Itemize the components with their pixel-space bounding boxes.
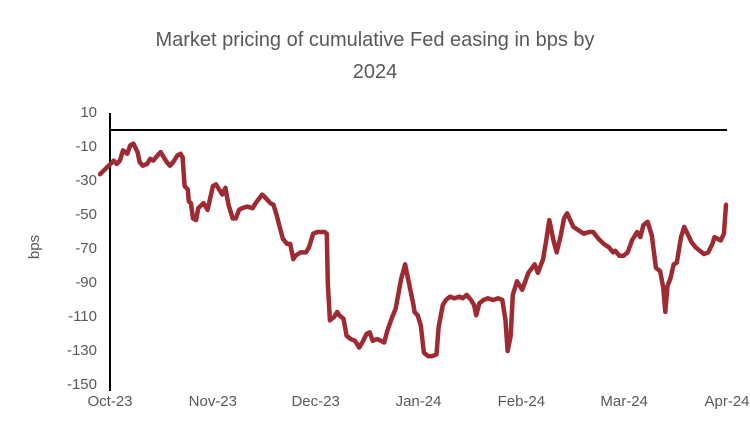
- y-tick-label: -10: [75, 138, 97, 155]
- y-tick-label: -130: [66, 342, 97, 359]
- chart-title-line1: Market pricing of cumulative Fed easing …: [155, 29, 595, 51]
- y-tick-label: -30: [75, 172, 97, 189]
- plot-area: [97, 113, 729, 391]
- x-tick-label: Mar-24: [600, 393, 648, 410]
- y-tick-label: -150: [66, 376, 97, 393]
- x-tick-label: Dec-23: [291, 393, 340, 410]
- x-tick-label: Nov-23: [188, 393, 237, 410]
- y-tick-label: 10: [80, 104, 97, 121]
- x-tick-label: Jan-24: [395, 393, 442, 410]
- x-tick-label: Apr-24: [704, 393, 750, 410]
- y-tick-label: -110: [68, 308, 97, 325]
- y-tick-label: -90: [75, 274, 97, 291]
- chart-title-line2: 2024: [352, 61, 398, 83]
- easing-series-line: [97, 141, 729, 359]
- y-tick-label: -50: [75, 206, 97, 223]
- y-tick-label: -70: [75, 240, 97, 257]
- chart-title: Market pricing of cumulative Fed easing …: [0, 24, 750, 88]
- x-tick-label: Oct-23: [87, 393, 133, 410]
- line-chart-svg: [97, 113, 729, 391]
- x-tick-label: Feb-24: [497, 393, 546, 410]
